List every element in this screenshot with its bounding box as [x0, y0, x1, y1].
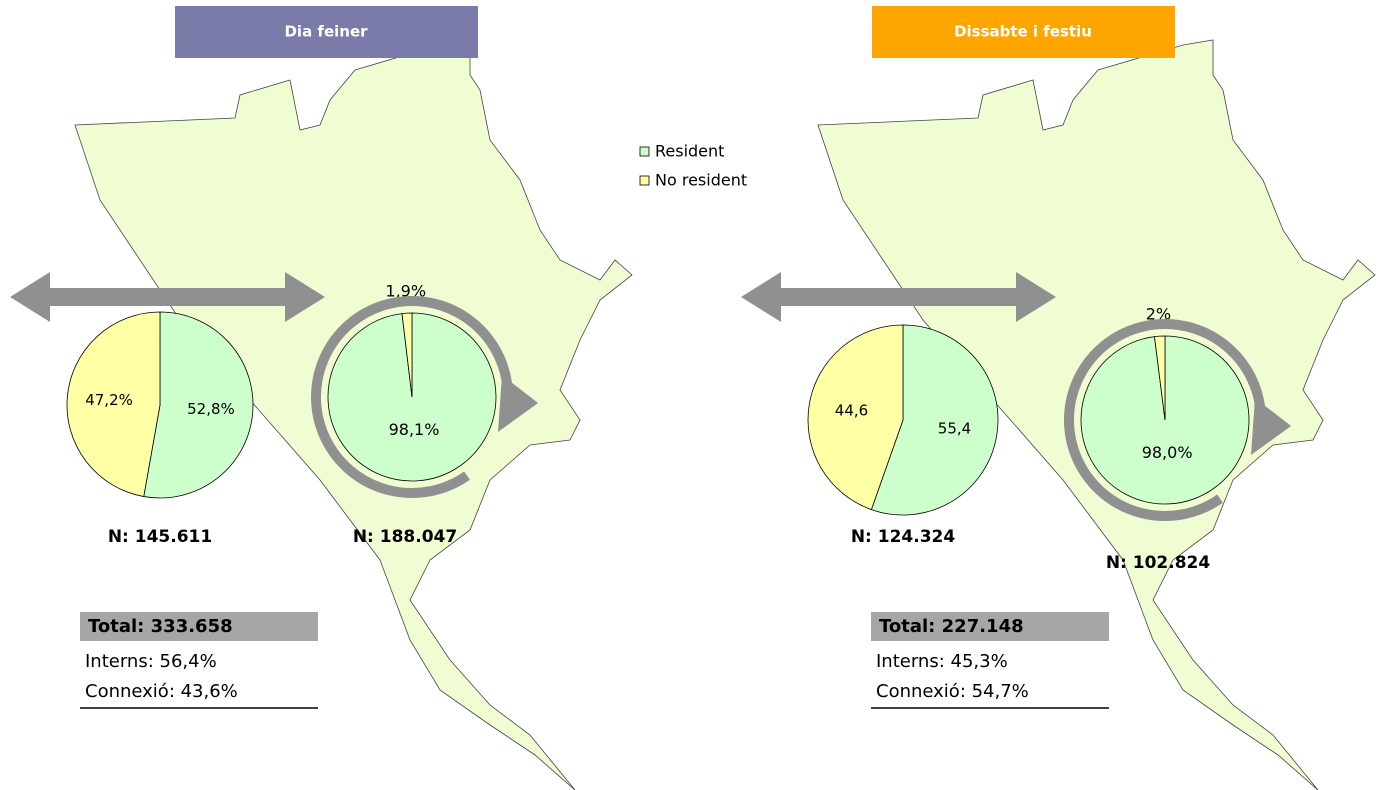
pie-value-label: 44,6 — [835, 402, 868, 420]
pie-value-label: 1,9% — [385, 282, 426, 301]
double-arrow — [10, 272, 325, 322]
legend-label: No resident — [655, 171, 747, 190]
total-box — [80, 612, 318, 641]
pie-value-label: 2% — [1146, 305, 1171, 324]
circular-arrow-head — [498, 375, 538, 432]
legend-swatch — [639, 175, 650, 186]
pie-slice — [66, 311, 161, 498]
n-label: N: 145.611 — [108, 527, 212, 547]
circular-arrow — [311, 296, 513, 498]
n-label: N: 188.047 — [353, 527, 457, 547]
pie-value-label: 98,1% — [389, 420, 440, 439]
pie-slice — [401, 312, 413, 398]
connexio-label: Connexió: 54,7% — [876, 681, 1029, 702]
panel-title: Dia feiner — [284, 23, 368, 41]
double-arrow — [741, 272, 1056, 322]
title-box — [872, 6, 1175, 58]
legend-label: Resident — [655, 142, 724, 161]
pie-value-label: 52,8% — [187, 400, 235, 418]
pie-slice — [807, 324, 904, 511]
pie-value-label: 47,2% — [85, 391, 133, 409]
total-box — [871, 612, 1109, 641]
circular-arrow — [1064, 319, 1266, 521]
legend-swatch — [639, 146, 650, 157]
pie-slice — [143, 311, 254, 499]
interns-label: Interns: 56,4% — [85, 651, 217, 672]
total-label: Total: 227.148 — [879, 616, 1024, 637]
title-box — [175, 6, 478, 58]
pie-value-label: 55,4 — [938, 419, 971, 437]
circular-arrow-head — [1251, 398, 1291, 455]
interns-label: Interns: 45,3% — [876, 651, 1008, 672]
pie-value-label: 98,0% — [1142, 443, 1193, 462]
n-label: N: 124.324 — [851, 527, 956, 547]
connexio-label: Connexió: 43,6% — [85, 681, 238, 702]
total-label: Total: 333.658 — [88, 616, 233, 637]
n-label: N: 102.824 — [1106, 553, 1211, 573]
panel-title: Dissabte i festiu — [954, 23, 1092, 41]
pie-slice — [1154, 335, 1166, 421]
